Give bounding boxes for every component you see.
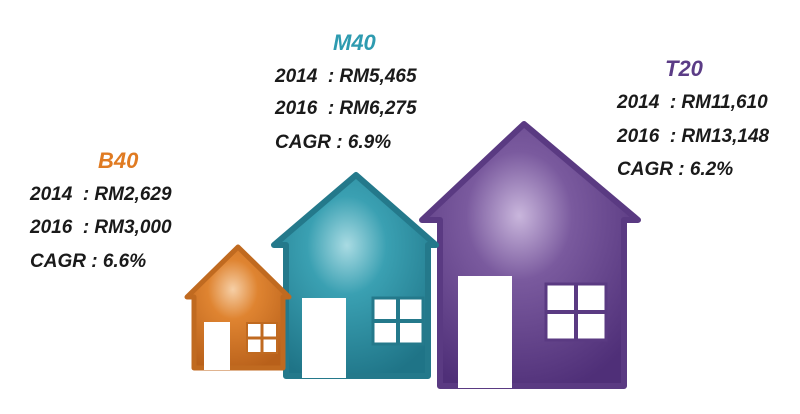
group-line: 2014 : RM11,610 <box>616 92 768 113</box>
house-b40 <box>184 244 292 371</box>
group-line: 2016 : RM6,275 <box>274 98 417 119</box>
group-line: 2014 : RM5,465 <box>274 66 417 87</box>
group-line: 2016 : RM13,148 <box>616 126 770 147</box>
group-line: 2016 : RM3,000 <box>29 217 172 238</box>
group-title: T20 <box>665 56 704 81</box>
group-title: M40 <box>333 30 377 55</box>
group-line: CAGR : 6.2% <box>617 159 733 180</box>
group-title: B40 <box>98 148 139 173</box>
group-line: CAGR : 6.6% <box>30 251 146 272</box>
group-line: CAGR : 6.9% <box>275 132 391 153</box>
house-m40 <box>271 172 439 379</box>
house-t20 <box>419 121 641 389</box>
group-line: 2014 : RM2,629 <box>29 184 172 205</box>
